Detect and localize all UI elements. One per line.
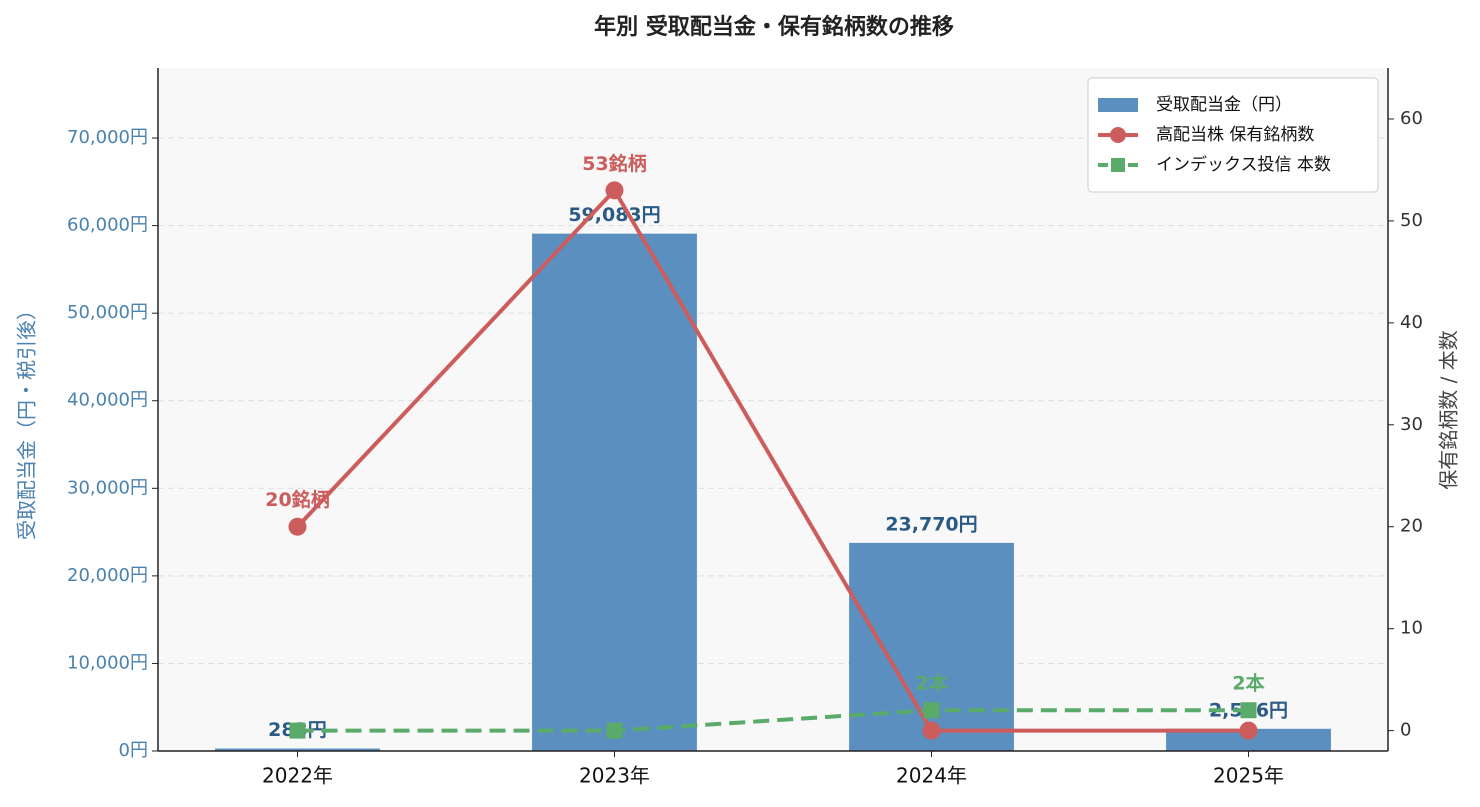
point-value-label: 2本 [915, 672, 947, 695]
y-axis-label: 受取配当金（円・税引後） [15, 300, 39, 540]
marker [605, 181, 624, 200]
y2-tick-label: 50 [1400, 210, 1423, 231]
legend-swatch [1098, 98, 1138, 112]
x-tick-label: 2022年 [262, 764, 333, 788]
marker [606, 722, 623, 739]
marker [923, 702, 940, 719]
y-tick-label: 0円 [119, 740, 148, 761]
legend-label: 受取配当金（円） [1156, 95, 1292, 115]
y2-axis-label: 保有銘柄数 / 本数 [1437, 330, 1461, 489]
line [297, 708, 1249, 733]
point-value-label: 2本 [1232, 672, 1264, 695]
marker [922, 721, 941, 740]
point-value-label: 53銘柄 [582, 152, 646, 175]
y-tick-label: 50,000円 [67, 302, 148, 323]
y-tick-label: 30,000円 [67, 477, 148, 498]
bar [1166, 728, 1331, 751]
y-tick-label: 40,000円 [67, 390, 148, 411]
bar [849, 542, 1014, 751]
point-value-label: 20銘柄 [265, 488, 329, 511]
legend-box [1087, 77, 1379, 193]
bar-value-label: 23,770円 [885, 513, 977, 535]
chart-title: 年別 受取配当金・保有銘柄数の推移 [594, 14, 954, 40]
marker [288, 517, 307, 536]
marker [1239, 721, 1258, 740]
x-tick-label: 2025年 [1213, 764, 1284, 788]
y2-tick-label: 0 [1400, 720, 1411, 741]
marker [289, 722, 306, 739]
legend-label: インデックス投信 本数 [1156, 154, 1331, 175]
y-tick-label: 10,000円 [67, 652, 148, 673]
legend-label: 高配当株 保有銘柄数 [1156, 125, 1314, 145]
y-tick-label: 60,000円 [67, 215, 148, 236]
bar [532, 233, 697, 751]
y2-tick-label: 20 [1400, 516, 1423, 537]
y2-tick-label: 40 [1400, 312, 1423, 333]
line [296, 187, 1249, 733]
x-tick-label: 2023年 [579, 764, 650, 788]
y-tick-label: 20,000円 [67, 565, 148, 586]
legend-marker [1111, 158, 1125, 172]
x-tick-label: 2024年 [896, 764, 967, 788]
y2-tick-label: 30 [1400, 414, 1423, 435]
y2-tick-label: 10 [1400, 618, 1423, 639]
y-tick-label: 70,000円 [67, 127, 148, 148]
y2-tick-label: 60 [1400, 108, 1423, 129]
marker [1240, 702, 1257, 719]
legend-marker [1110, 127, 1126, 143]
bar [215, 748, 380, 751]
bar-value-label: 59,083円 [568, 204, 660, 226]
